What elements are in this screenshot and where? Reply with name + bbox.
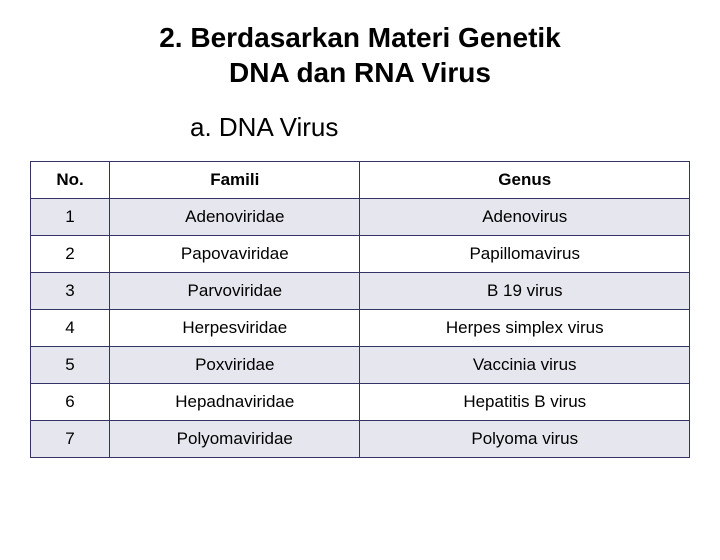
table-row: 3 Parvoviridae B 19 virus — [31, 273, 690, 310]
cell-no: 3 — [31, 273, 110, 310]
cell-no: 7 — [31, 421, 110, 458]
table-row: 4 Herpesviridae Herpes simplex virus — [31, 310, 690, 347]
cell-no: 1 — [31, 199, 110, 236]
table-row: 7 Polyomaviridae Polyoma virus — [31, 421, 690, 458]
cell-genus: Adenovirus — [360, 199, 690, 236]
cell-famili: Hepadnaviridae — [110, 384, 360, 421]
page-title: 2. Berdasarkan Materi Genetik DNA dan RN… — [0, 20, 720, 90]
cell-no: 5 — [31, 347, 110, 384]
title-line-1: 2. Berdasarkan Materi Genetik — [159, 22, 561, 53]
table-row: 1 Adenoviridae Adenovirus — [31, 199, 690, 236]
cell-no: 6 — [31, 384, 110, 421]
cell-genus: Vaccinia virus — [360, 347, 690, 384]
col-header-genus: Genus — [360, 162, 690, 199]
cell-famili: Polyomaviridae — [110, 421, 360, 458]
col-header-no: No. — [31, 162, 110, 199]
table-header-row: No. Famili Genus — [31, 162, 690, 199]
cell-genus: Hepatitis B virus — [360, 384, 690, 421]
cell-genus: B 19 virus — [360, 273, 690, 310]
cell-no: 4 — [31, 310, 110, 347]
title-line-2: DNA dan RNA Virus — [229, 57, 491, 88]
table-row: 5 Poxviridae Vaccinia virus — [31, 347, 690, 384]
cell-genus: Polyoma virus — [360, 421, 690, 458]
cell-genus: Papillomavirus — [360, 236, 690, 273]
col-header-famili: Famili — [110, 162, 360, 199]
cell-famili: Parvoviridae — [110, 273, 360, 310]
cell-famili: Adenoviridae — [110, 199, 360, 236]
cell-famili: Poxviridae — [110, 347, 360, 384]
cell-famili: Papovaviridae — [110, 236, 360, 273]
table-row: 6 Hepadnaviridae Hepatitis B virus — [31, 384, 690, 421]
cell-genus: Herpes simplex virus — [360, 310, 690, 347]
virus-table: No. Famili Genus 1 Adenoviridae Adenovir… — [30, 161, 690, 458]
subtitle: a. DNA Virus — [190, 112, 720, 143]
table-row: 2 Papovaviridae Papillomavirus — [31, 236, 690, 273]
cell-famili: Herpesviridae — [110, 310, 360, 347]
cell-no: 2 — [31, 236, 110, 273]
